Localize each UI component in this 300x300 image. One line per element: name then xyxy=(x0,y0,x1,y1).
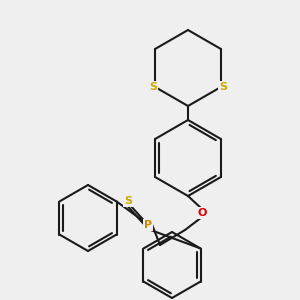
Text: S: S xyxy=(124,196,132,206)
Text: S: S xyxy=(219,82,227,92)
Text: S: S xyxy=(149,82,157,92)
Text: P: P xyxy=(144,220,152,230)
Text: O: O xyxy=(197,208,207,218)
